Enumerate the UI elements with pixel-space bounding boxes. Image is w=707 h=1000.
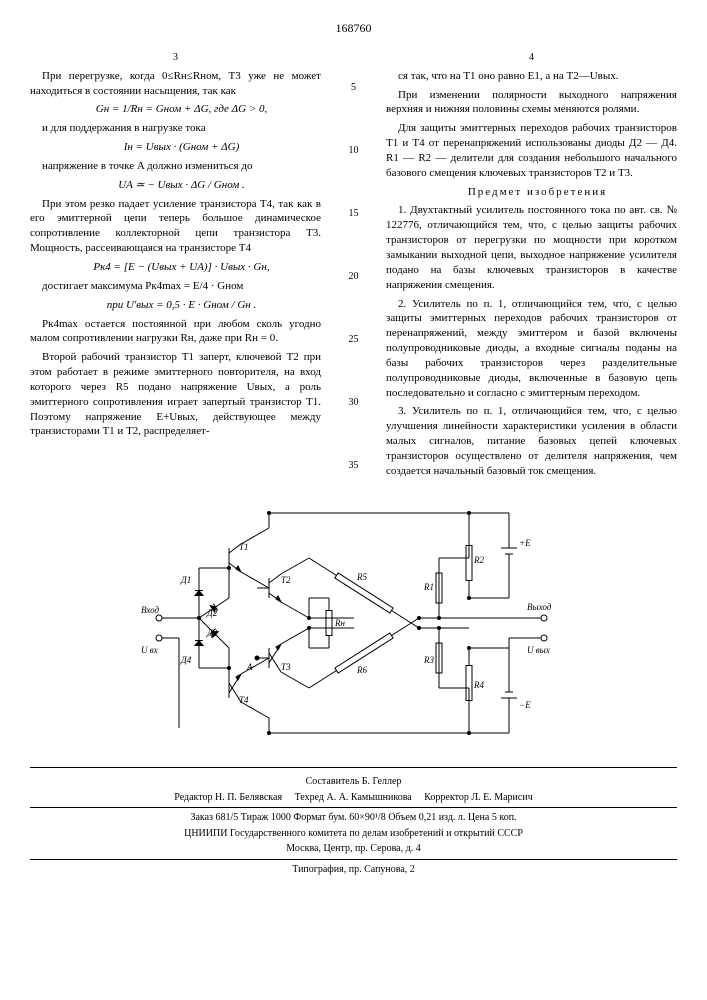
addr-row: Москва, Центр, пр. Серова, д. 4 <box>30 842 677 856</box>
svg-text:U вх: U вх <box>141 645 158 655</box>
footer: Составитель Б. Геллер Редактор Н. П. Бел… <box>30 767 677 876</box>
circuit-diagram: ВходU вхД1Д2T1T2Д4Д3T4T3ARнR5R6R1R2R3R4+… <box>30 498 677 753</box>
svg-text:R6: R6 <box>356 665 367 675</box>
document-number: 168760 <box>30 20 677 36</box>
para: При изменении полярности выходного напря… <box>386 88 677 118</box>
svg-text:R4: R4 <box>473 680 484 690</box>
right-column: 4 ся так, что на T1 оно равно E1, а на T… <box>386 51 677 482</box>
svg-text:+E: +E <box>519 538 531 548</box>
order-row: Заказ 681/5 Тираж 1000 Формат бум. 60×90… <box>30 811 677 825</box>
formula: UA ≃ − Uвых · ΔG / Gном . <box>30 178 321 193</box>
svg-text:Д2: Д2 <box>206 608 218 618</box>
line-number-gutter: 5 10 15 20 25 30 35 <box>346 51 361 482</box>
line-marker: 35 <box>346 459 361 473</box>
para: Второй рабочий транзистор T1 заперт, клю… <box>30 350 321 439</box>
line-marker: 25 <box>346 333 361 347</box>
line-marker: 30 <box>346 396 361 410</box>
claim: 1. Двухтактный усилитель постоянного ток… <box>386 203 677 292</box>
formula: Iн = Uвых · (Gном + ΔG) <box>30 140 321 155</box>
org-row: ЦНИИПИ Государственного комитета по дела… <box>30 827 677 841</box>
line-marker: 5 <box>346 81 361 95</box>
svg-text:R2: R2 <box>473 555 484 565</box>
para: При перегрузке, когда 0≤Rн≤Rном, T3 уже … <box>30 69 321 99</box>
svg-text:Выход: Выход <box>527 602 552 612</box>
claim: 3. Усилитель по п. 1, отличающийся тем, … <box>386 404 677 478</box>
left-column: 3 При перегрузке, когда 0≤Rн≤Rном, T3 уж… <box>30 51 321 482</box>
svg-text:Rн: Rн <box>334 618 345 628</box>
para: и для поддержания в нагрузке тока <box>30 121 321 136</box>
corrector: Корректор Л. Е. Марисич <box>424 792 532 803</box>
formula: Pк4 = [E − (Uвых + UA)] · Uвых · Gн, <box>30 260 321 275</box>
para: Pк4max остается постоянной при любом ско… <box>30 317 321 347</box>
para: При этом резко падает усиление транзисто… <box>30 197 321 256</box>
svg-text:Д4: Д4 <box>180 655 192 665</box>
circuit-svg: ВходU вхД1Д2T1T2Д4Д3T4T3ARнR5R6R1R2R3R4+… <box>139 498 569 748</box>
compiler: Составитель Б. Геллер <box>30 775 677 789</box>
main-columns: 3 При перегрузке, когда 0≤Rн≤Rном, T3 уж… <box>30 51 677 482</box>
editor: Редактор Н. П. Белявская <box>174 792 282 803</box>
para: напряжение в точке A должно измениться д… <box>30 159 321 174</box>
svg-text:R5: R5 <box>356 572 367 582</box>
credits-row: Редактор Н. П. Белявская Техред А. А. Ка… <box>30 791 677 805</box>
techred: Техред А. А. Камышникова <box>295 792 412 803</box>
line-marker: 15 <box>346 207 361 221</box>
claims-title: Предмет изобретения <box>386 185 677 200</box>
page-num-right: 4 <box>386 51 677 65</box>
svg-text:T1: T1 <box>239 542 249 552</box>
svg-text:Д1: Д1 <box>180 575 191 585</box>
svg-text:−E: −E <box>519 700 531 710</box>
para: Для защиты эмиттерных переходов рабочих … <box>386 121 677 180</box>
typo-row: Типография, пр. Сапунова, 2 <box>30 863 677 877</box>
line-marker: 20 <box>346 270 361 284</box>
line-marker: 10 <box>346 144 361 158</box>
formula: при U'вых = 0,5 · E · Gном / Gн . <box>30 298 321 313</box>
para: достигает максимума Pк4max = E/4 · Gном <box>30 279 321 294</box>
page-num-left: 3 <box>30 51 321 65</box>
svg-text:R1: R1 <box>423 582 434 592</box>
svg-text:U вых: U вых <box>527 645 550 655</box>
formula: Gн = 1/Rн = Gном + ΔG, где ΔG > 0, <box>30 102 321 117</box>
claim: 2. Усилитель по п. 1, отличающийся тем, … <box>386 297 677 401</box>
svg-text:Д3: Д3 <box>206 628 218 638</box>
svg-text:T3: T3 <box>281 662 291 672</box>
svg-text:Вход: Вход <box>141 605 160 615</box>
svg-text:R3: R3 <box>423 655 434 665</box>
svg-text:A: A <box>246 662 253 672</box>
para: ся так, что на T1 оно равно E1, а на T2—… <box>386 69 677 84</box>
svg-text:T2: T2 <box>281 575 291 585</box>
